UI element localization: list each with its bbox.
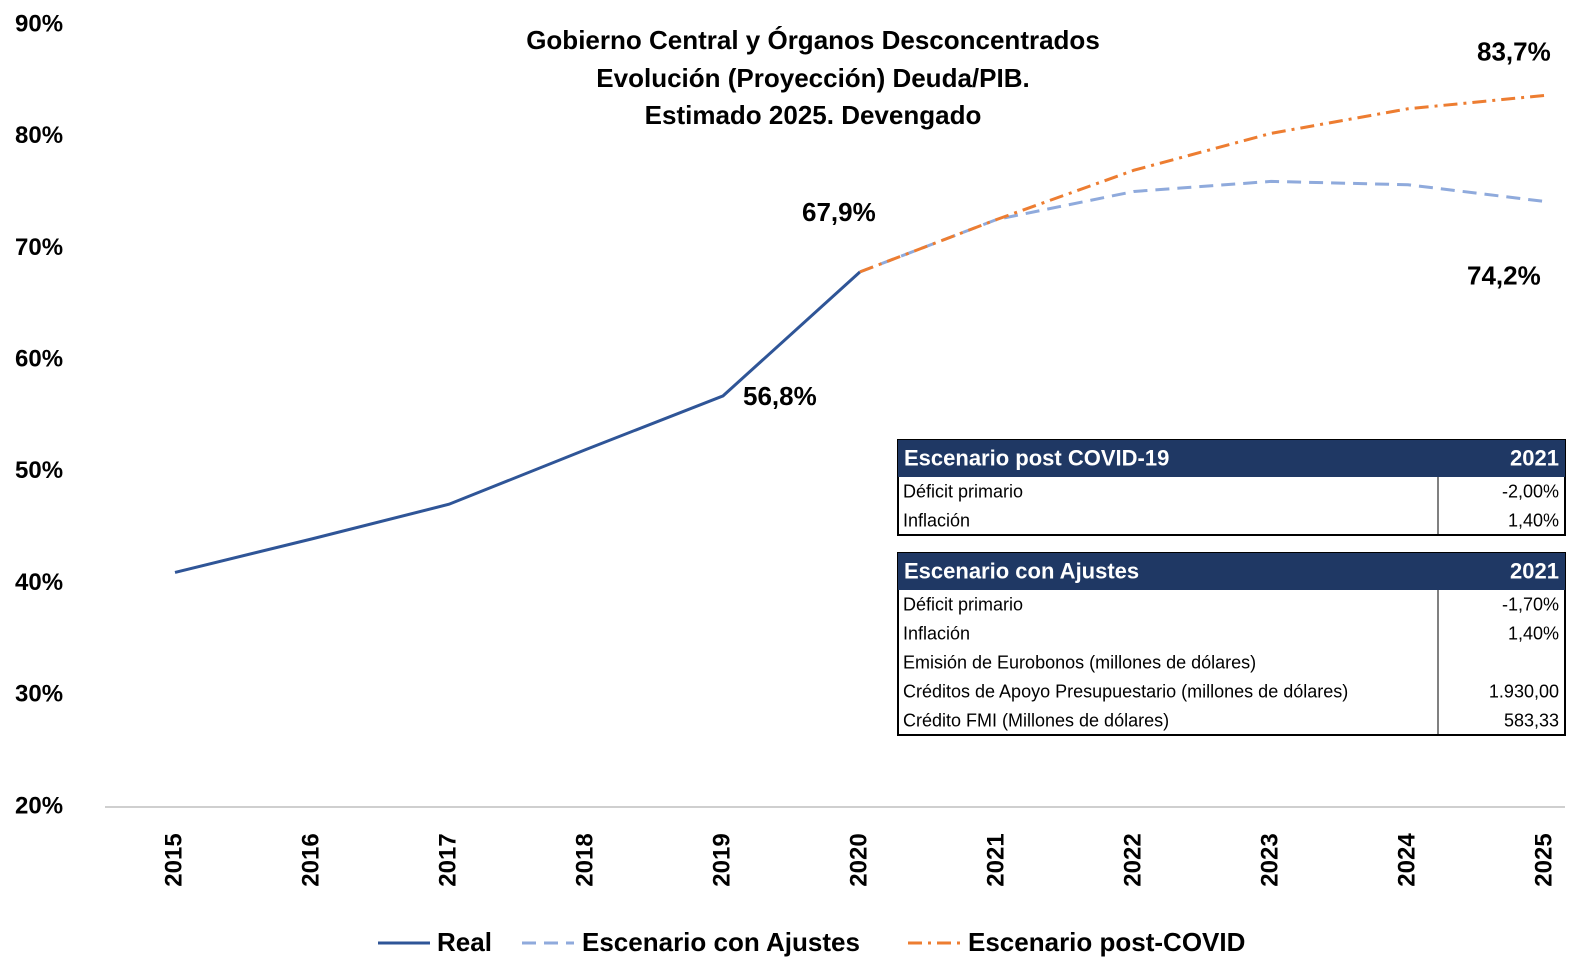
x-tick-label: 2016 bbox=[297, 833, 324, 886]
data-label: 74,2% bbox=[1467, 260, 1541, 290]
y-tick-label: 90% bbox=[15, 10, 63, 37]
table-cell: -1,70% bbox=[1502, 594, 1559, 614]
table-year: 2021 bbox=[1510, 445, 1559, 470]
table-cell: Déficit primario bbox=[903, 481, 1023, 501]
table-cell: -2,00% bbox=[1502, 481, 1559, 501]
table-cell: 1.930,00 bbox=[1489, 681, 1559, 701]
data-label: 67,9% bbox=[802, 197, 876, 227]
x-tick-label: 2022 bbox=[1119, 833, 1146, 886]
table-header bbox=[898, 440, 1565, 477]
table-cell: 1,40% bbox=[1508, 623, 1559, 643]
table-cell: Créditos de Apoyo Presupuestario (millon… bbox=[903, 681, 1348, 701]
legend-label: Escenario post-COVID bbox=[968, 927, 1245, 957]
x-tick-label: 2018 bbox=[571, 833, 598, 886]
table-cell: 583,33 bbox=[1504, 710, 1559, 730]
x-tick-label: 2020 bbox=[845, 833, 872, 886]
y-tick-label: 80% bbox=[15, 122, 63, 149]
series-line bbox=[859, 93, 1546, 274]
chart-title: Gobierno Central y Órganos Desconcentrad… bbox=[526, 25, 1100, 55]
y-tick-label: 50% bbox=[15, 457, 63, 484]
y-tick-label: 30% bbox=[15, 681, 63, 708]
chart-title: Estimado 2025. Devengado bbox=[645, 100, 982, 130]
table-cell: 1,40% bbox=[1508, 510, 1559, 530]
x-tick-label: 2021 bbox=[982, 833, 1009, 886]
table-title: Escenario con Ajustes bbox=[904, 558, 1139, 583]
series-line bbox=[859, 179, 1546, 274]
series-line bbox=[174, 270, 862, 574]
y-tick-label: 20% bbox=[15, 792, 63, 819]
y-tick-label: 40% bbox=[15, 569, 63, 596]
legend-label: Escenario con Ajustes bbox=[582, 927, 860, 957]
data-label: 56,8% bbox=[743, 381, 817, 411]
y-tick-label: 60% bbox=[15, 345, 63, 372]
x-tick-label: 2015 bbox=[160, 833, 187, 886]
table-cell: Inflación bbox=[903, 510, 970, 530]
table-cell: Déficit primario bbox=[903, 594, 1023, 614]
x-tick-label: 2024 bbox=[1393, 833, 1420, 887]
x-tick-label: 2023 bbox=[1256, 833, 1283, 886]
chart-title: Evolución (Proyección) Deuda/PIB. bbox=[596, 63, 1029, 93]
table-year: 2021 bbox=[1510, 558, 1559, 583]
table-cell: Crédito FMI (Millones de dólares) bbox=[903, 710, 1169, 730]
data-label: 83,7% bbox=[1477, 36, 1551, 66]
x-tick-label: 2025 bbox=[1530, 833, 1557, 886]
table-title: Escenario post COVID-19 bbox=[904, 445, 1169, 470]
table-cell: Inflación bbox=[903, 623, 970, 643]
y-tick-label: 70% bbox=[15, 234, 63, 261]
x-tick-label: 2019 bbox=[708, 833, 735, 886]
x-tick-label: 2017 bbox=[434, 833, 461, 886]
table-header bbox=[898, 553, 1565, 590]
table-cell: Emisión de Eurobonos (millones de dólare… bbox=[903, 652, 1256, 672]
legend-label: Real bbox=[437, 927, 492, 957]
